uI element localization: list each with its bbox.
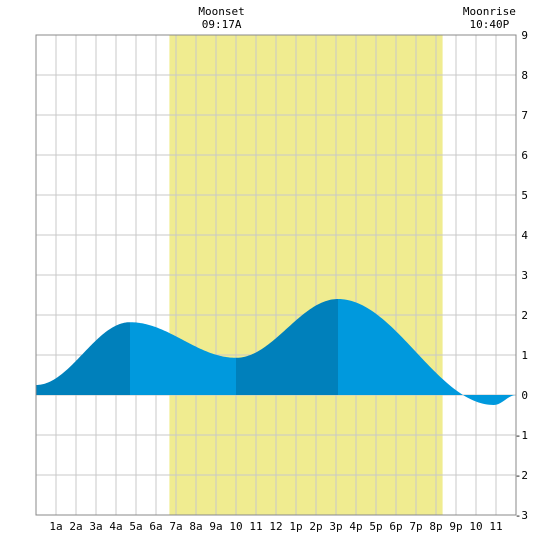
x-tick-label: 7p <box>409 520 422 533</box>
x-tick-label: 4p <box>349 520 362 533</box>
y-tick-label: 3 <box>521 269 528 282</box>
event-label: Moonset <box>198 5 244 18</box>
x-tick-label: 8p <box>429 520 442 533</box>
event-label: Moonrise <box>463 5 516 18</box>
y-tick-label: 1 <box>521 349 528 362</box>
y-tick-label: 8 <box>521 69 528 82</box>
tide-segment <box>236 299 338 395</box>
x-tick-label: 3p <box>329 520 342 533</box>
x-tick-label: 12 <box>269 520 282 533</box>
y-tick-label: 4 <box>521 229 528 242</box>
grid-layer <box>36 35 516 515</box>
x-tick-label: 9a <box>209 520 222 533</box>
y-tick-label: 0 <box>521 389 528 402</box>
y-tick-label: -1 <box>515 429 528 442</box>
x-tick-label: 5p <box>369 520 382 533</box>
x-tick-label: 10 <box>229 520 242 533</box>
x-axis-labels: 1a 2a 3a 4a 5a 6a 7a 8a 9a 10 11 12 1p 2p 3p 4p 5p 6p 7p 8p… <box>49 520 502 533</box>
y-tick-label: -2 <box>515 469 528 482</box>
y-tick-label: 6 <box>521 149 528 162</box>
tide-segment <box>338 299 516 405</box>
event-time: 10:40P <box>470 18 510 31</box>
x-tick-label: 5a <box>129 520 142 533</box>
x-tick-label: 6a <box>149 520 162 533</box>
y-tick-label: -3 <box>515 509 528 522</box>
x-tick-label: 3a <box>89 520 102 533</box>
tide-layer <box>36 299 516 405</box>
x-tick-label: 2a <box>69 520 82 533</box>
x-tick-label: 11 <box>489 520 502 533</box>
x-tick-label: 4a <box>109 520 122 533</box>
y-axis-labels: -3 -2 -1 0 1 2 3 4 5 6 7 8 9 <box>515 29 529 522</box>
x-tick-label: 7a <box>169 520 182 533</box>
x-tick-label: 1a <box>49 520 62 533</box>
x-tick-label: 11 <box>249 520 262 533</box>
plot-frame <box>35 34 517 516</box>
tide-segment <box>36 322 130 395</box>
y-tick-label: 7 <box>521 109 528 122</box>
y-tick-label: 5 <box>521 189 528 202</box>
y-tick-label: 9 <box>521 29 528 42</box>
x-tick-label: 6p <box>389 520 402 533</box>
x-tick-label: 1p <box>289 520 302 533</box>
y-tick-label: 2 <box>521 309 528 322</box>
x-tick-label: 9p <box>449 520 462 533</box>
event-time: 09:17A <box>202 18 242 31</box>
x-tick-label: 8a <box>189 520 202 533</box>
x-tick-label: 2p <box>309 520 322 533</box>
tide-segment <box>130 322 236 395</box>
x-tick-label: 10 <box>469 520 482 533</box>
